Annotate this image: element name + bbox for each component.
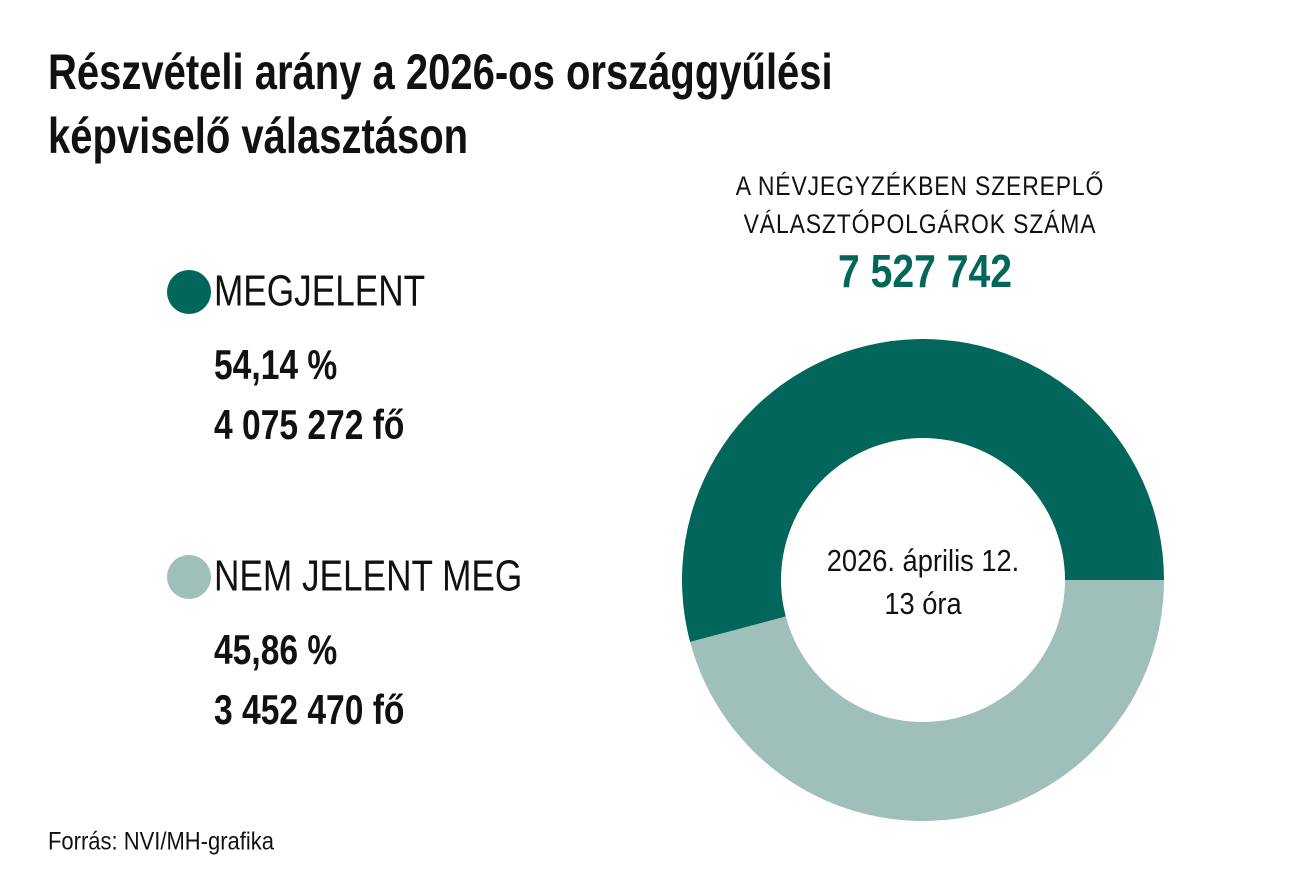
legend-swatch [167,270,211,314]
slice [682,339,1164,642]
chart-title: Részvételi arány a 2026-os országgyűlési [48,44,833,100]
value-label: 54,14 % [214,343,337,389]
legend-swatch [167,555,211,599]
source: Forrás: NVI/MH-grafika [48,827,275,855]
center-text: 13 óra [884,588,962,622]
chart-subtitle: VÁLASZTÓPOLGÁROK SZÁMA [744,208,1097,239]
legend-label: MEGJELENT [214,267,425,316]
legend-label: NEM JELENT MEG [214,552,522,601]
count-label: 3 452 470 fő [214,688,404,734]
slice [690,580,1164,822]
chart-title: képviselő választáson [48,108,468,164]
total-label: 7 527 742 [838,246,1012,298]
center-text: 2026. április 12. [827,545,1020,579]
count-label: 4 075 272 fő [214,403,404,449]
chart-subtitle: A NÉVJEGYZÉKBEN SZEREPLŐ [736,170,1104,201]
value-label: 45,86 % [214,628,337,674]
